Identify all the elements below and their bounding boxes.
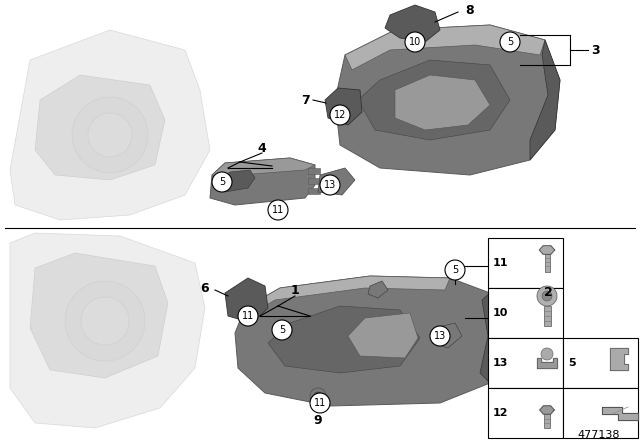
Circle shape [314, 392, 322, 400]
Circle shape [330, 105, 350, 125]
Circle shape [81, 297, 129, 345]
Text: 11: 11 [242, 311, 254, 321]
Polygon shape [325, 88, 362, 125]
Bar [488, 388, 563, 438]
Bar [545, 254, 550, 271]
Text: 12: 12 [334, 110, 346, 120]
Circle shape [537, 286, 557, 306]
Polygon shape [348, 313, 418, 358]
Polygon shape [10, 233, 205, 428]
Text: 4: 4 [258, 142, 266, 155]
Text: 5: 5 [279, 325, 285, 335]
Polygon shape [432, 323, 462, 348]
Polygon shape [235, 276, 500, 406]
Circle shape [320, 175, 340, 195]
Polygon shape [385, 5, 440, 42]
Polygon shape [212, 158, 315, 180]
Text: 7: 7 [301, 94, 309, 107]
Polygon shape [35, 75, 165, 180]
Circle shape [65, 281, 145, 361]
Text: 2: 2 [543, 285, 552, 298]
Text: 5: 5 [507, 37, 513, 47]
Polygon shape [210, 158, 315, 205]
Text: 11: 11 [314, 398, 326, 408]
Polygon shape [610, 348, 628, 370]
Bar [543, 306, 550, 326]
Text: 3: 3 [592, 43, 600, 56]
Circle shape [405, 32, 425, 52]
Text: 13: 13 [493, 358, 508, 368]
Circle shape [430, 326, 450, 346]
Polygon shape [218, 170, 255, 192]
Polygon shape [345, 25, 545, 70]
Polygon shape [537, 358, 557, 368]
Polygon shape [225, 278, 268, 323]
Text: 5: 5 [568, 358, 575, 368]
Circle shape [268, 200, 288, 220]
Text: 10: 10 [493, 308, 508, 318]
Text: 8: 8 [466, 4, 474, 17]
Text: 13: 13 [434, 331, 446, 341]
Text: 10: 10 [409, 37, 421, 47]
Bar [308, 168, 320, 174]
Polygon shape [30, 253, 168, 378]
Polygon shape [368, 281, 388, 298]
Circle shape [541, 348, 553, 360]
Text: 5: 5 [219, 177, 225, 187]
Text: 9: 9 [314, 414, 323, 426]
Circle shape [72, 97, 148, 173]
Bar [308, 178, 320, 184]
Circle shape [542, 291, 552, 301]
Polygon shape [395, 75, 490, 130]
Circle shape [238, 306, 258, 326]
Text: 477138: 477138 [577, 430, 620, 440]
Polygon shape [480, 293, 500, 383]
Text: 12: 12 [493, 408, 509, 418]
Polygon shape [318, 168, 355, 195]
Polygon shape [268, 306, 420, 373]
Polygon shape [10, 30, 210, 220]
Polygon shape [540, 246, 555, 254]
Bar [488, 288, 563, 338]
Circle shape [272, 320, 292, 340]
Text: 11: 11 [493, 258, 509, 268]
Text: 11: 11 [272, 205, 284, 215]
Bar [544, 414, 550, 428]
Polygon shape [335, 25, 560, 175]
Bar [563, 388, 638, 438]
Text: 5: 5 [452, 265, 458, 275]
Polygon shape [530, 40, 560, 160]
Bar [488, 238, 563, 288]
Circle shape [212, 172, 232, 192]
Text: 1: 1 [291, 284, 300, 297]
Circle shape [445, 260, 465, 280]
Text: 13: 13 [324, 180, 336, 190]
Polygon shape [245, 276, 450, 316]
Circle shape [310, 388, 326, 404]
Polygon shape [358, 60, 510, 140]
Polygon shape [602, 407, 638, 420]
Bar [563, 338, 638, 388]
Circle shape [88, 113, 132, 157]
Text: 6: 6 [201, 281, 209, 294]
Circle shape [310, 393, 330, 413]
Polygon shape [540, 406, 554, 414]
Bar [488, 338, 563, 388]
Bar [308, 188, 320, 194]
Circle shape [500, 32, 520, 52]
